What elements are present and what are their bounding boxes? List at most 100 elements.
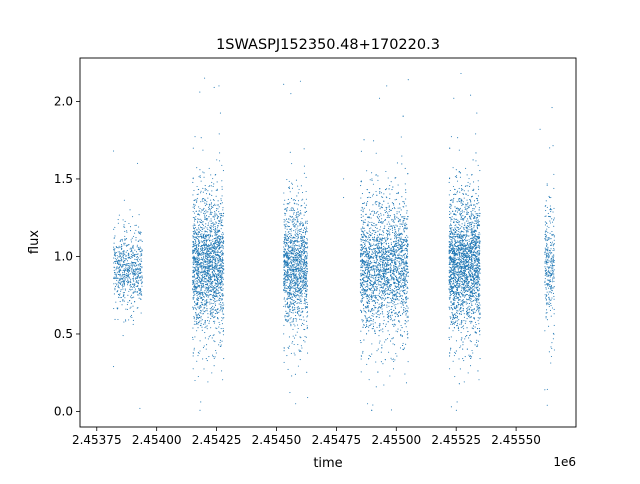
data-point	[194, 336, 196, 338]
data-point	[390, 318, 393, 320]
data-point	[123, 285, 125, 287]
data-point	[204, 234, 206, 236]
data-point	[286, 255, 288, 257]
data-point	[291, 209, 293, 211]
data-point	[293, 242, 295, 244]
data-point	[218, 236, 220, 238]
data-point	[196, 270, 198, 272]
data-point	[202, 274, 204, 276]
data-point	[193, 212, 196, 214]
data-point	[204, 202, 206, 204]
data-point	[393, 214, 395, 216]
data-point	[215, 294, 217, 296]
data-point	[382, 230, 384, 232]
data-point	[371, 328, 373, 330]
data-point	[301, 296, 303, 298]
data-point	[283, 282, 285, 284]
data-point	[218, 264, 220, 266]
data-point	[199, 291, 201, 293]
data-point	[197, 293, 199, 295]
data-point	[370, 287, 373, 290]
data-point	[306, 290, 308, 292]
data-point	[133, 280, 135, 282]
data-point	[205, 266, 207, 268]
data-point	[395, 230, 397, 232]
data-point	[141, 250, 143, 252]
data-point	[125, 308, 127, 310]
data-point	[366, 259, 368, 261]
data-point	[304, 284, 306, 286]
data-point	[394, 324, 397, 326]
data-point	[214, 264, 216, 266]
data-point	[291, 278, 293, 281]
data-point	[287, 225, 289, 227]
data-point	[395, 293, 397, 295]
data-point	[222, 278, 224, 280]
data-point	[115, 252, 117, 254]
data-point	[129, 264, 131, 266]
data-point	[201, 283, 204, 285]
data-point	[300, 300, 303, 302]
data-point	[214, 309, 216, 312]
data-point	[304, 207, 307, 209]
data-point	[405, 296, 408, 298]
data-point	[295, 320, 297, 322]
data-point	[115, 274, 117, 276]
data-point	[193, 245, 195, 247]
data-point	[215, 266, 217, 268]
data-point	[138, 247, 140, 249]
data-point	[117, 247, 119, 249]
data-point	[210, 312, 212, 314]
data-point	[201, 265, 203, 267]
data-point	[208, 254, 210, 256]
data-point	[296, 221, 298, 223]
data-point	[297, 204, 299, 206]
data-point	[364, 256, 366, 258]
data-point	[195, 323, 197, 325]
data-point	[300, 311, 302, 313]
data-point	[287, 266, 289, 269]
data-point	[214, 279, 216, 282]
data-point	[360, 216, 362, 219]
data-point	[295, 283, 297, 285]
data-point	[122, 288, 124, 290]
data-point	[194, 218, 196, 220]
data-point	[200, 292, 202, 294]
data-point	[201, 257, 203, 259]
data-point	[202, 284, 204, 286]
data-point	[140, 247, 142, 250]
data-point	[304, 277, 306, 279]
data-point	[204, 259, 206, 262]
data-point	[395, 271, 398, 274]
data-point	[195, 201, 198, 203]
data-point	[213, 306, 215, 308]
data-point	[364, 230, 366, 232]
data-point	[197, 255, 200, 257]
data-point	[195, 262, 197, 264]
data-point	[291, 245, 293, 247]
data-point	[303, 244, 305, 246]
data-point	[135, 277, 137, 279]
data-point	[301, 288, 303, 290]
data-point	[203, 233, 205, 235]
data-point	[217, 231, 219, 234]
data-point	[209, 226, 211, 228]
data-point	[218, 251, 220, 254]
data-point	[294, 273, 296, 275]
data-point	[125, 238, 127, 240]
data-point	[287, 237, 289, 239]
data-point	[192, 211, 194, 213]
data-point	[301, 251, 303, 253]
data-point	[213, 299, 215, 302]
data-point	[297, 278, 299, 280]
data-point	[203, 291, 205, 293]
data-point	[122, 255, 124, 257]
data-point	[201, 237, 203, 239]
data-point	[119, 274, 121, 276]
data-point	[132, 244, 134, 246]
data-point	[222, 246, 224, 248]
data-point	[136, 277, 138, 279]
data-point	[293, 267, 295, 269]
data-point	[196, 259, 199, 261]
data-point	[206, 235, 208, 237]
